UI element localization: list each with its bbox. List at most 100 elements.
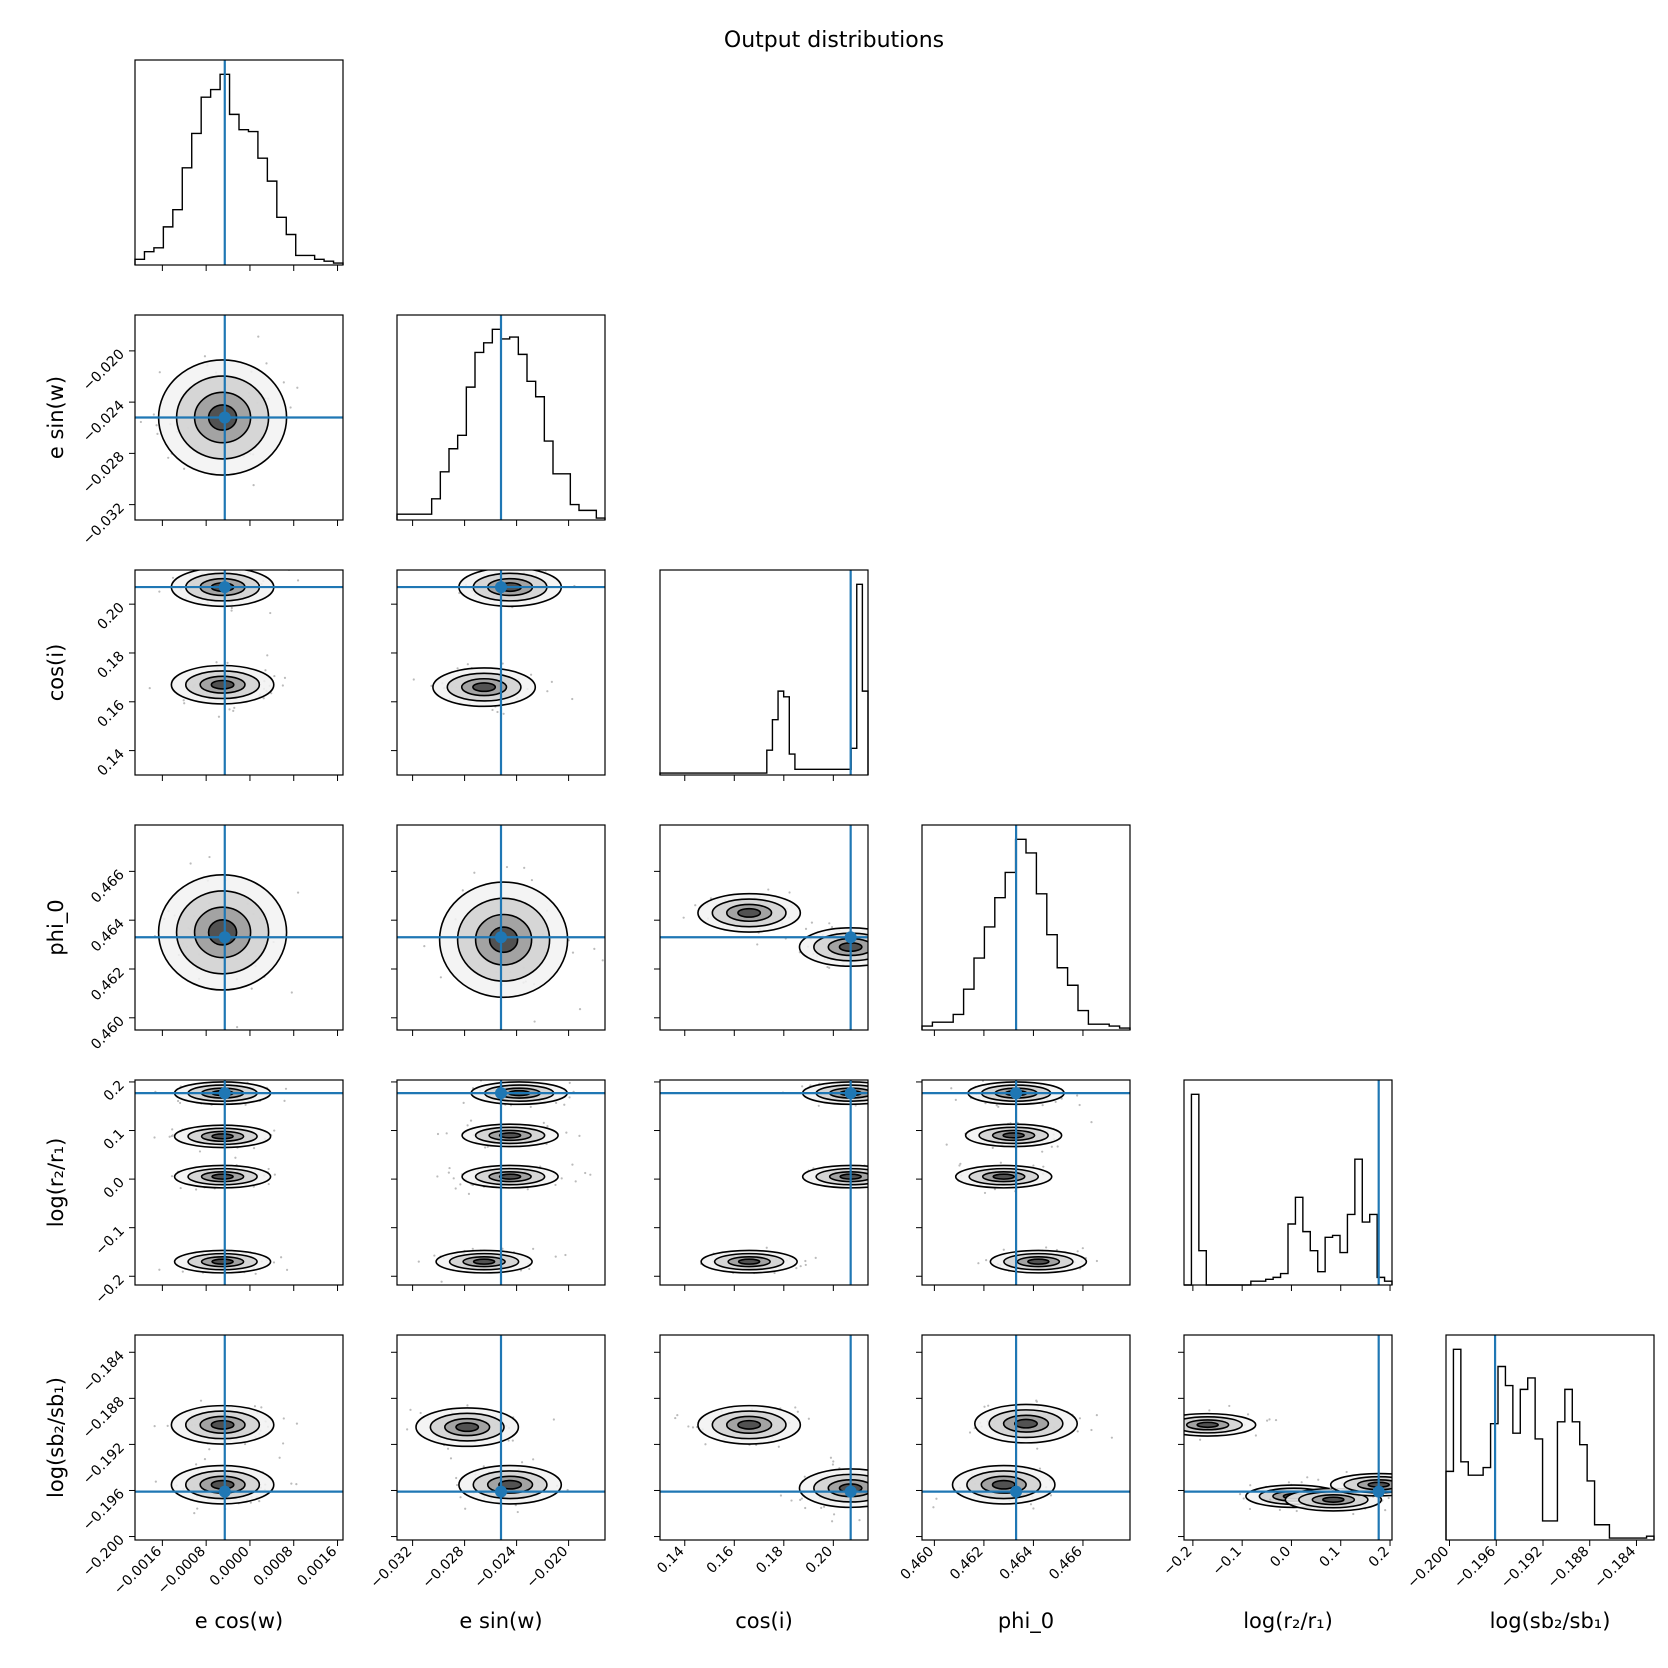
scatter-point bbox=[983, 1191, 987, 1195]
panel-frame bbox=[659, 824, 869, 1031]
y-axis-label-logr: log(r₂/r₁) bbox=[44, 1138, 68, 1228]
density-panel-cosi-vs-logsb: 0.14 0.16 0.18 0.20 cos(i) bbox=[654, 1334, 906, 1633]
x-tick-label: −0.200 bbox=[1404, 1544, 1452, 1592]
scatter-point bbox=[876, 1092, 878, 1094]
y-tick-label: −0.200 bbox=[80, 1532, 128, 1580]
scatter-point bbox=[882, 1470, 884, 1472]
scatter-point bbox=[511, 1439, 514, 1442]
scatter-point bbox=[694, 904, 697, 907]
histogram-outline bbox=[134, 73, 344, 265]
scatter-point bbox=[1412, 1479, 1414, 1481]
scatter-point bbox=[584, 1171, 587, 1175]
y-tick-label: 0.464 bbox=[88, 916, 128, 956]
scatter-point bbox=[445, 1132, 448, 1135]
scatter-point bbox=[803, 1475, 806, 1478]
scatter-point bbox=[471, 1247, 474, 1250]
scatter-point bbox=[254, 1272, 257, 1275]
scatter-point bbox=[883, 960, 885, 962]
scatter-point bbox=[875, 1097, 877, 1099]
scatter-point bbox=[1177, 1420, 1179, 1422]
scatter-point bbox=[501, 662, 504, 665]
scatter-point bbox=[466, 1124, 469, 1127]
scatter-point bbox=[589, 1173, 592, 1176]
scatter-point bbox=[877, 1100, 879, 1102]
scatter-point bbox=[900, 1480, 902, 1482]
scatter-point bbox=[1345, 1470, 1348, 1474]
panel-frame bbox=[396, 824, 606, 1031]
scatter-point bbox=[904, 1490, 906, 1492]
scatter-point bbox=[1095, 1259, 1099, 1263]
y-axis-label-cosi: cos(i) bbox=[44, 644, 68, 702]
scatter-point bbox=[555, 1101, 558, 1104]
scatter-point bbox=[282, 1417, 285, 1420]
x-tick-label: 0.14 bbox=[654, 1543, 687, 1576]
scatter-point bbox=[822, 1505, 826, 1508]
density-panel-logr-vs-logsb: −0.2 −0.1 0.0 0.1 0.2 log(r₂/r₁) bbox=[1160, 1334, 1414, 1633]
y-tick-label: −0.196 bbox=[80, 1486, 128, 1534]
contour-level bbox=[737, 1419, 762, 1430]
x-tick-label: −0.0008 bbox=[155, 1544, 209, 1598]
scatter-point bbox=[168, 1135, 171, 1138]
density-content bbox=[660, 1080, 879, 1285]
scatter-point bbox=[195, 1463, 198, 1466]
scatter-point bbox=[128, 655, 130, 657]
y-axis-label-esin: e sin(w) bbox=[44, 376, 68, 459]
scatter-point bbox=[198, 1150, 202, 1153]
scatter-point bbox=[546, 690, 549, 693]
y-tick-label: 0.20 bbox=[94, 600, 127, 633]
scatter-point bbox=[290, 1482, 293, 1485]
scatter-point bbox=[199, 1399, 203, 1402]
density-panel-ecos-vs-logr: −0.2 −0.1 0.0 0.1 0.2 log(r₂/r₁) bbox=[44, 1077, 344, 1307]
scatter-point bbox=[804, 1259, 807, 1263]
scatter-point bbox=[193, 1512, 196, 1515]
scatter-point bbox=[289, 406, 292, 409]
scatter-point bbox=[765, 1246, 768, 1249]
scatter-point bbox=[208, 855, 211, 859]
histogram-panel-cosi bbox=[659, 569, 869, 781]
scatter-point bbox=[282, 381, 285, 384]
x-tick-label: −0.188 bbox=[1545, 1544, 1593, 1592]
scatter-point bbox=[887, 1504, 889, 1506]
scatter-point bbox=[439, 976, 442, 979]
scatter-point bbox=[709, 897, 713, 900]
scatter-point bbox=[870, 951, 872, 953]
y-tick-label: −0.188 bbox=[80, 1394, 128, 1442]
x-tick-label: 0.460 bbox=[898, 1544, 938, 1584]
x-tick-label: 0.2 bbox=[1366, 1544, 1393, 1571]
panel-frame bbox=[659, 1334, 869, 1541]
contour-level bbox=[498, 1132, 522, 1139]
scatter-point bbox=[1045, 1246, 1048, 1249]
panel-frame bbox=[134, 1079, 344, 1286]
scatter-point bbox=[454, 1187, 457, 1190]
scatter-point bbox=[1199, 1438, 1202, 1441]
scatter-point bbox=[997, 1105, 1000, 1108]
histogram-panel-ecos bbox=[134, 59, 344, 271]
scatter-point bbox=[221, 566, 223, 568]
truth-marker bbox=[218, 411, 231, 424]
scatter-point bbox=[878, 949, 880, 951]
scatter-point bbox=[158, 1268, 161, 1271]
scatter-point bbox=[977, 1262, 980, 1265]
scatter-point bbox=[564, 1253, 567, 1257]
scatter-point bbox=[181, 1270, 184, 1273]
scatter-point bbox=[556, 567, 558, 569]
x-tick-label: −0.184 bbox=[1591, 1543, 1639, 1591]
scatter-point bbox=[890, 1503, 892, 1505]
scatter-point bbox=[529, 673, 533, 676]
scatter-point bbox=[455, 1483, 459, 1487]
density-content bbox=[397, 825, 605, 1030]
scatter-point bbox=[1249, 1484, 1252, 1487]
panel-frame bbox=[134, 1334, 344, 1541]
panel-frame bbox=[921, 1079, 1131, 1286]
scatter-point bbox=[295, 1483, 298, 1486]
scatter-point bbox=[999, 1161, 1002, 1164]
scatter-point bbox=[756, 943, 759, 946]
panel-frame bbox=[396, 1334, 606, 1541]
scatter-point bbox=[1395, 1477, 1397, 1479]
scatter-point bbox=[491, 708, 494, 712]
scatter-point bbox=[260, 1406, 263, 1409]
density-content bbox=[397, 1335, 605, 1540]
scatter-point bbox=[153, 1425, 156, 1428]
scatter-point bbox=[554, 1183, 557, 1187]
